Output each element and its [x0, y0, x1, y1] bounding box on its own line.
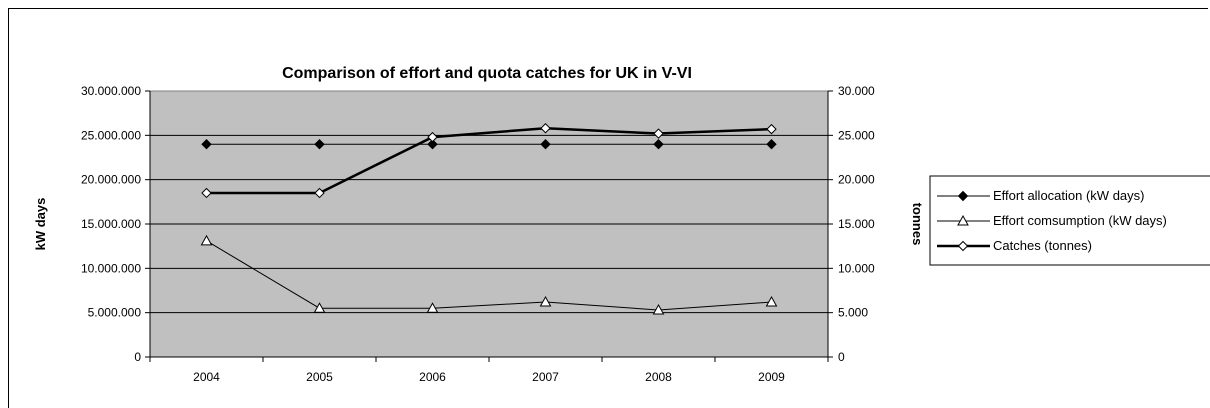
- series-point: [314, 187, 325, 199]
- chart-title: Comparison of effort and quota catches f…: [282, 65, 692, 82]
- series-layer: [200, 123, 778, 315]
- x-tick-label: 2006: [419, 370, 446, 384]
- chart-frame: [8, 8, 1208, 408]
- series-point: [201, 138, 212, 150]
- series-point: [200, 234, 213, 246]
- legend-label: Catches (tonnes): [993, 238, 1092, 253]
- series-point: [540, 138, 551, 150]
- y-left-tick-label: 20.000.000: [81, 173, 141, 187]
- x-tick-label: 2007: [532, 370, 559, 384]
- y-right-tick-label: 0: [838, 350, 845, 364]
- series-point: [427, 138, 438, 150]
- series-point: [765, 295, 778, 307]
- x-tick-label: 2005: [306, 370, 333, 384]
- x-tick-label: 2009: [758, 370, 785, 384]
- legend-item: Effort comsumption (kW days): [937, 213, 1167, 228]
- series-point: [426, 302, 439, 313]
- legend-swatch-marker: [957, 214, 969, 226]
- legend-item: Catches (tonnes): [937, 238, 1092, 253]
- series-point: [652, 303, 665, 315]
- y-left-tick-label: 5.000.000: [88, 306, 142, 320]
- x-tick-label: 2008: [645, 370, 672, 384]
- y-left-tick-label: 15.000.000: [81, 217, 141, 231]
- y-axis-right-title: tonnes: [910, 203, 925, 246]
- legend-item: Effort allocation (kW days): [937, 188, 1144, 203]
- y-right-tick-label: 10.000: [838, 261, 875, 275]
- series-point: [314, 138, 325, 150]
- series-1: [201, 138, 777, 150]
- y-axis-left-title: kW days: [33, 198, 48, 251]
- legend-swatch-marker: [957, 190, 969, 202]
- series-point: [539, 295, 552, 307]
- series-point: [427, 131, 438, 143]
- series-point: [653, 128, 664, 139]
- y-left-tick-label: 30.000.000: [81, 84, 141, 98]
- legend-label: Effort allocation (kW days): [993, 188, 1144, 203]
- y-right-tick-label: 15.000: [838, 217, 875, 231]
- y-left-tick-label: 0: [134, 350, 141, 364]
- series-line: [206, 240, 772, 311]
- legend: Effort allocation (kW days) Effort comsum…: [937, 188, 1167, 253]
- legend-swatch-marker: [957, 240, 969, 252]
- y-left-tick-label: 25.000.000: [81, 128, 141, 142]
- y-left-tick-label: 10.000.000: [81, 261, 141, 275]
- y-right-tick-label: 30.000: [838, 84, 875, 98]
- x-tick-label: 2004: [193, 370, 220, 384]
- series-point: [540, 123, 551, 134]
- series-point: [201, 187, 212, 199]
- series-3: [201, 123, 777, 199]
- series-line: [206, 126, 772, 195]
- axes: 0 0 5.000.000 5.000 10.000.000 10.000 15.000.0…: [81, 84, 875, 384]
- gridlines: [150, 134, 828, 314]
- series-point: [766, 138, 777, 150]
- series-point: [313, 302, 326, 313]
- series-2: [200, 234, 778, 315]
- y-right-tick-label: 5.000: [838, 306, 868, 320]
- legend-label: Effort comsumption (kW days): [993, 213, 1167, 228]
- series-point: [766, 123, 777, 135]
- series-point: [653, 138, 664, 150]
- y-right-tick-label: 20.000: [838, 173, 875, 187]
- y-right-tick-label: 25.000: [838, 128, 875, 142]
